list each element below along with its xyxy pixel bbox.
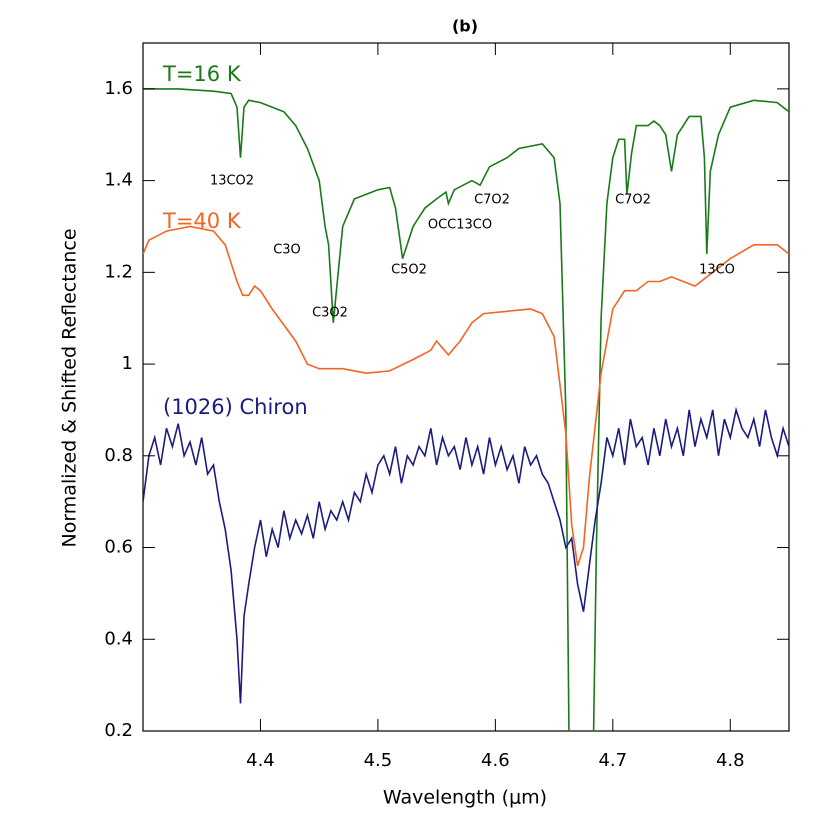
x-tick-label: 4.6 bbox=[481, 750, 510, 771]
series-label: T=40 K bbox=[162, 209, 242, 233]
series-label: (1026) Chiron bbox=[163, 395, 308, 419]
y-tick-label: 0.6 bbox=[104, 537, 133, 558]
chart-title: (b) bbox=[452, 17, 478, 36]
y-tick-label: 1 bbox=[122, 353, 133, 374]
annotation: OCC13CO bbox=[428, 218, 492, 233]
annotation: C7O2 bbox=[615, 193, 651, 208]
y-tick-label: 1.2 bbox=[104, 261, 133, 282]
y-tick-label: 1.6 bbox=[104, 78, 133, 99]
annotation: C3O2 bbox=[312, 306, 348, 321]
annotation: C5O2 bbox=[391, 263, 427, 278]
annotation: C3O bbox=[273, 243, 301, 258]
annotation: C7O2 bbox=[474, 193, 510, 208]
x-tick-label: 4.8 bbox=[716, 750, 745, 771]
series-label: T=16 K bbox=[162, 62, 242, 86]
y-tick-label: 0.8 bbox=[104, 445, 133, 466]
y-tick-label: 1.4 bbox=[104, 170, 133, 191]
x-tick-label: 4.5 bbox=[364, 750, 393, 771]
series-line bbox=[143, 225, 789, 567]
y-axis-label: Normalized & Shifted Reflectance bbox=[59, 228, 81, 547]
x-tick-label: 4.4 bbox=[246, 750, 275, 771]
x-tick-label: 4.7 bbox=[598, 750, 627, 771]
y-tick-label: 0.4 bbox=[104, 628, 133, 649]
x-axis-label: Wavelength (μm) bbox=[383, 787, 547, 809]
series-line bbox=[143, 406, 789, 704]
annotation: 13CO bbox=[699, 263, 735, 278]
annotation: 13CO2 bbox=[210, 174, 254, 189]
plot-frame bbox=[142, 42, 790, 732]
series-line bbox=[143, 88, 789, 731]
y-tick-label: 0.2 bbox=[104, 720, 133, 741]
plot-area bbox=[143, 88, 789, 731]
